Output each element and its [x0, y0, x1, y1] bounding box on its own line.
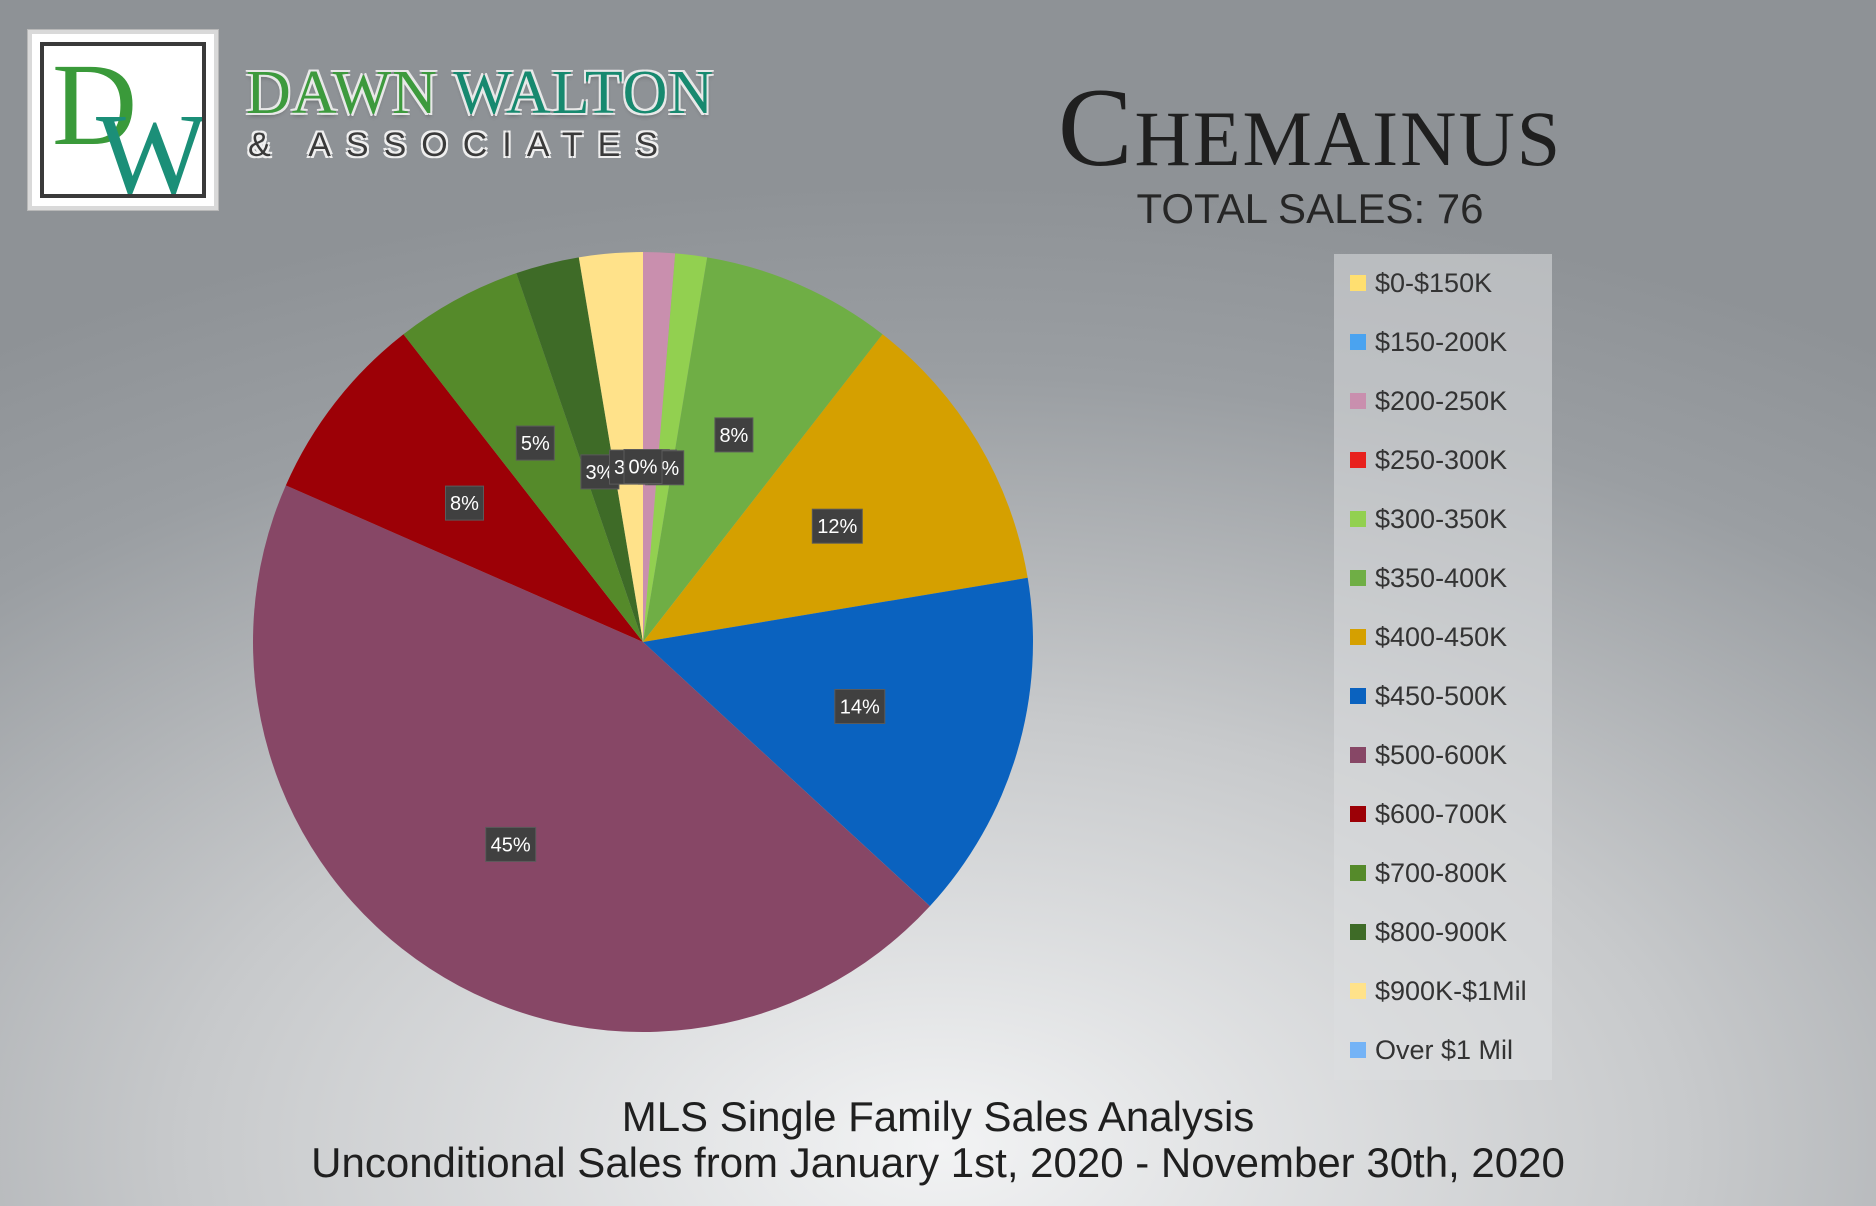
brand-name-first: DAWN — [246, 59, 438, 127]
legend-label: $800-900K — [1375, 916, 1508, 947]
legend-swatch — [1350, 806, 1366, 822]
legend-swatch — [1350, 688, 1366, 704]
footer-title: MLS Single Family Sales Analysis — [621, 1093, 1255, 1140]
legend-swatch — [1350, 570, 1366, 586]
legend-swatch — [1350, 275, 1366, 291]
logo-frame: D W — [40, 42, 206, 198]
svg-text:5%: 5% — [521, 433, 550, 455]
legend-label: Over $1 Mil — [1375, 1034, 1514, 1065]
brand-name: DAWN WALTON — [246, 62, 714, 124]
legend-item-450-500k: $450-500K — [1350, 681, 1507, 711]
svg-text:12%: 12% — [817, 516, 857, 538]
legend-label: $200-250K — [1375, 385, 1508, 416]
legend-label: $250-300K — [1375, 444, 1508, 475]
legend-label: $700-800K — [1375, 857, 1508, 888]
pie-slice-350-400k — [643, 257, 883, 642]
legend-swatch — [1350, 865, 1366, 881]
footer-date-range: Unconditional Sales from January 1st, 20… — [311, 1139, 1565, 1186]
legend-swatch — [1350, 511, 1366, 527]
svg-text:0%: 0% — [629, 457, 658, 479]
brand-subtitle: & ASSOCIATES — [248, 126, 674, 164]
brand-name-last: WALTON — [453, 59, 715, 127]
legend-swatch — [1350, 983, 1366, 999]
data-label-500-600k: 45% — [485, 826, 537, 862]
total-sales: TOTAL SALES: 76 — [1136, 185, 1484, 232]
svg-text:8%: 8% — [719, 425, 748, 447]
legend-swatch — [1350, 924, 1366, 940]
pie-slice-400-450k — [643, 334, 1028, 642]
legend-label: $900K-$1Mil — [1375, 975, 1527, 1006]
data-label-600-700k: 8% — [445, 485, 484, 521]
pie-slice-450-500k — [643, 577, 1033, 907]
svg-text:8%: 8% — [450, 493, 479, 515]
legend-item-250-300k: $250-300K — [1350, 445, 1507, 475]
legend-swatch — [1350, 334, 1366, 350]
legend-item-900k-1mil: $900K-$1Mil — [1350, 976, 1527, 1006]
pie-slice-300-350k — [643, 253, 708, 642]
legend-swatch — [1350, 1042, 1366, 1058]
legend-item-500-600k: $500-600K — [1350, 740, 1507, 770]
pie-slice-900k-1mil — [578, 252, 643, 642]
data-label-350-400k: 8% — [714, 417, 754, 453]
legend-swatch — [1350, 452, 1366, 468]
data-label-over-1-mil: 0% — [623, 449, 663, 484]
legend-label: $400-450K — [1375, 621, 1508, 652]
legend-swatch — [1350, 393, 1366, 409]
legend-item-700-800k: $700-800K — [1350, 858, 1507, 888]
svg-text:14%: 14% — [840, 697, 880, 719]
legend-item-600-700k: $600-700K — [1350, 799, 1507, 829]
page-title: Chemainus — [1057, 66, 1563, 190]
svg-text:45%: 45% — [491, 834, 531, 856]
logo-letter-d: D — [52, 42, 138, 170]
data-label-450-500k: 14% — [834, 689, 886, 724]
data-label-700-800k: 5% — [515, 425, 555, 461]
legend-item-800-900k: $800-900K — [1350, 917, 1507, 947]
legend-label: $450-500K — [1375, 680, 1508, 711]
legend-item-200-250k: $200-250K — [1350, 386, 1507, 416]
legend-label: $150-200K — [1375, 326, 1508, 357]
data-label-400-450k: 12% — [811, 508, 863, 544]
legend-item-150-200k: $150-200K — [1350, 327, 1507, 357]
legend-label: $500-600K — [1375, 739, 1508, 770]
pie-slice-500-600k — [253, 485, 930, 1032]
legend-item-0-150k: $0-$150K — [1350, 268, 1492, 298]
legend-label: $600-700K — [1375, 798, 1508, 829]
legend-item-300-350k: $300-350K — [1350, 504, 1507, 534]
legend-label: $0-$150K — [1375, 267, 1493, 298]
legend-item-over-1-mil: Over $1 Mil — [1350, 1035, 1513, 1065]
chart-legend: $0-$150K $150-200K $200-250K $250-300K $300-… — [1334, 254, 1552, 1080]
logo-letter-w: W — [96, 89, 206, 198]
legend-label: $300-350K — [1375, 503, 1508, 534]
pie-slice-200-250k — [643, 252, 676, 642]
legend-label: $350-400K — [1375, 562, 1508, 593]
logo: D W — [28, 30, 218, 210]
legend-swatch — [1350, 629, 1366, 645]
pie-slice-800-900k — [516, 257, 643, 642]
svg-text:3%: 3% — [585, 462, 614, 484]
legend-item-350-400k: $350-400K — [1350, 563, 1507, 593]
legend-swatch — [1350, 747, 1366, 763]
legend-item-400-450k: $400-450K — [1350, 622, 1507, 652]
